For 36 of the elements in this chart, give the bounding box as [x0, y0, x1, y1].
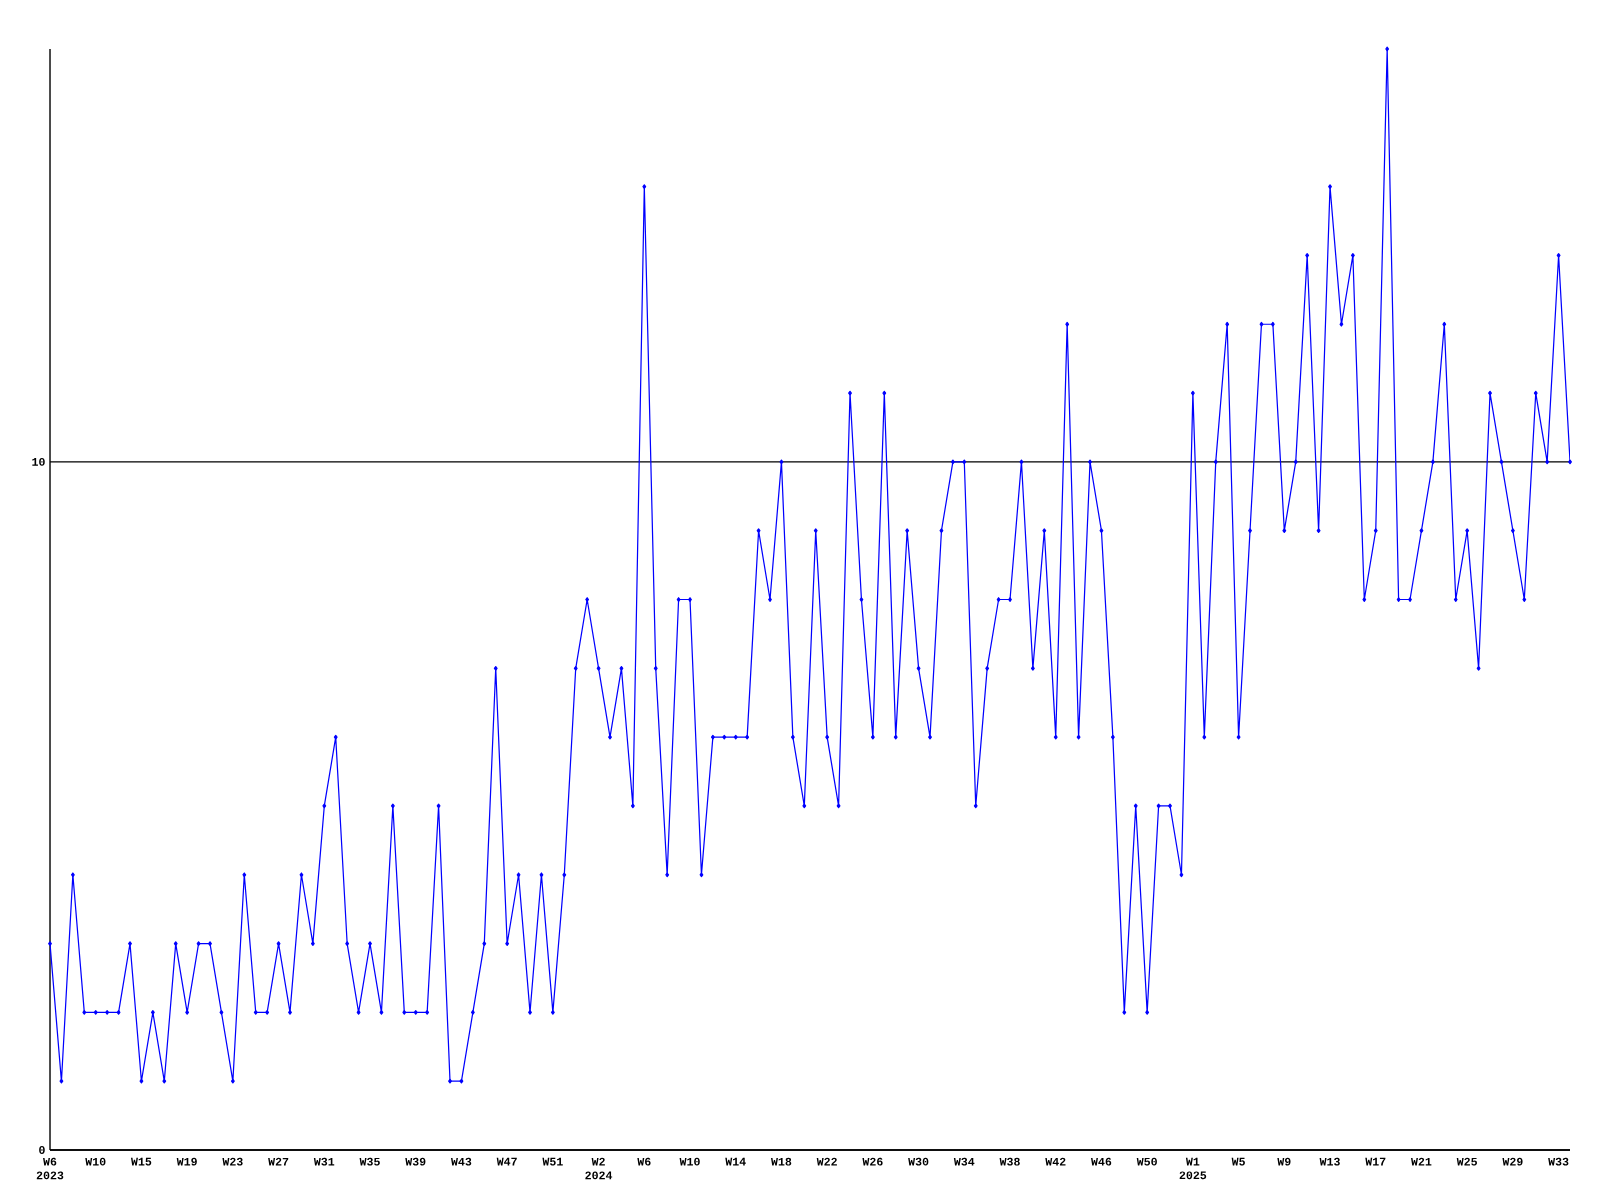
- x-tick-label: W34: [953, 1157, 975, 1166]
- x-tick-label: W13: [1319, 1157, 1340, 1166]
- x-tick-label: W19: [176, 1157, 197, 1166]
- x-tick-label: W43: [451, 1157, 472, 1166]
- x-tick-label: W18: [771, 1157, 792, 1166]
- x-tick-label: W2 2024: [585, 1157, 613, 1180]
- x-tick-label: W23: [222, 1157, 243, 1166]
- x-tick-label: W6: [637, 1157, 651, 1166]
- x-tick-label: W35: [359, 1157, 380, 1166]
- x-tick-label: W27: [268, 1157, 289, 1166]
- x-tick-label: W21: [1411, 1157, 1432, 1166]
- y-tick-label: 10: [32, 457, 45, 466]
- x-tick-label: W1 2025: [1179, 1157, 1207, 1180]
- x-tick-label: W29: [1502, 1157, 1523, 1166]
- x-tick-label: W46: [1091, 1157, 1112, 1166]
- x-tick-label: W14: [725, 1157, 746, 1166]
- x-tick-label: W30: [908, 1157, 929, 1166]
- x-tick-label: W39: [405, 1157, 426, 1166]
- x-tick-label: W31: [313, 1157, 335, 1166]
- x-tick-label: W47: [496, 1157, 517, 1166]
- x-tick-label: W25: [1456, 1157, 1477, 1166]
- x-tick-label: W5: [1231, 1157, 1245, 1166]
- x-tick-label: W26: [862, 1157, 883, 1166]
- x-tick-label: W42: [1045, 1157, 1066, 1166]
- x-tick-label: W38: [999, 1157, 1020, 1166]
- x-tick-label: W22: [816, 1157, 837, 1166]
- x-tick-label: W15: [130, 1157, 152, 1166]
- x-tick-label: W50: [1136, 1157, 1157, 1166]
- x-tick-label: W17: [1365, 1157, 1386, 1166]
- x-tick-label: W6 2023: [36, 1157, 64, 1180]
- y-tick-label: 0: [39, 1146, 45, 1154]
- x-tick-label: W10: [679, 1157, 700, 1166]
- x-tick-label: W33: [1548, 1157, 1569, 1166]
- x-tick-label: W9: [1277, 1157, 1291, 1166]
- x-tick-label: W51: [542, 1157, 563, 1166]
- x-tick-label: W10: [85, 1157, 106, 1166]
